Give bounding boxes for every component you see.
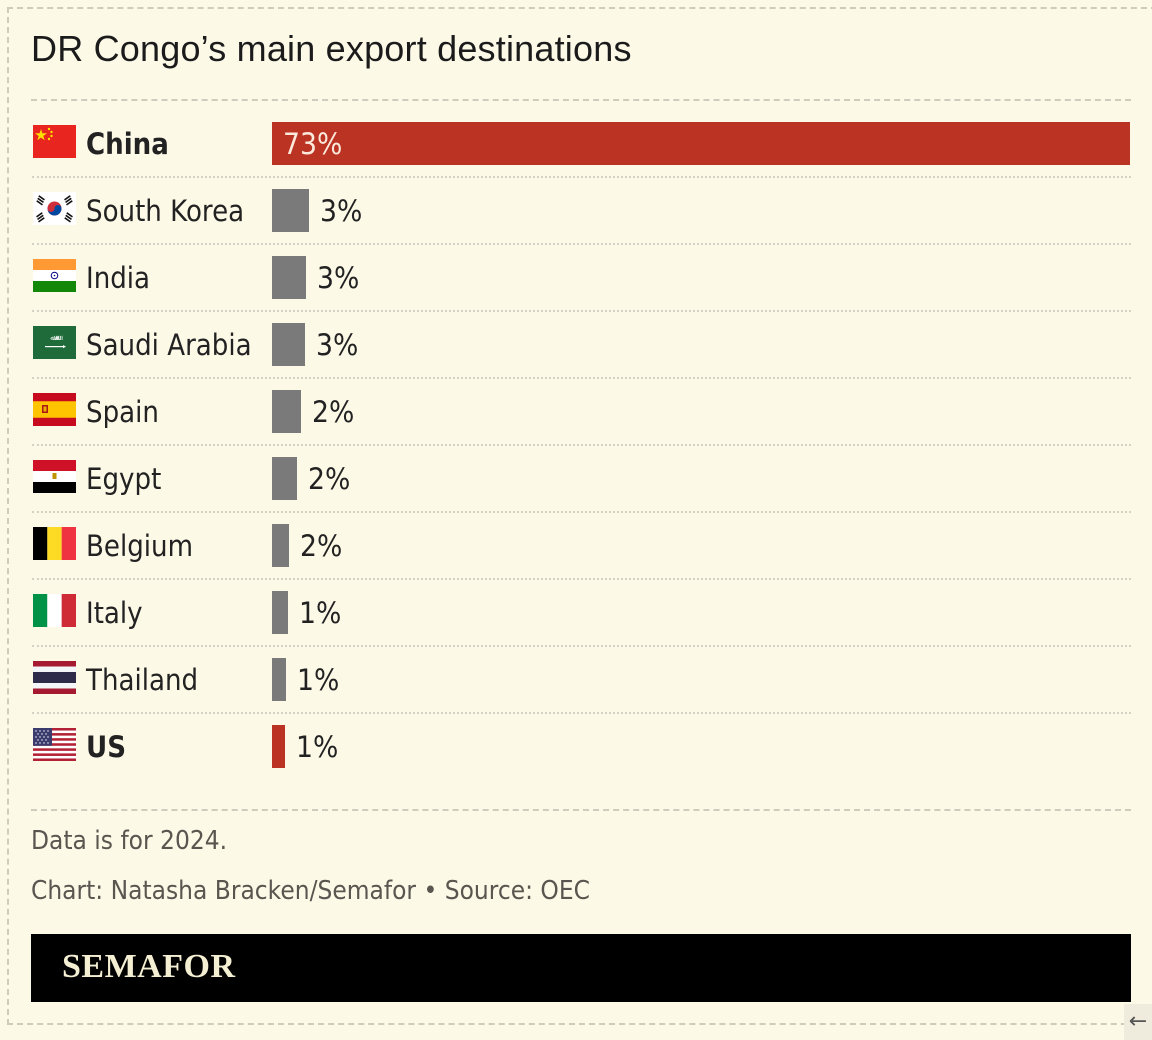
chart-frame [7,7,1152,1025]
bar [272,591,288,634]
row-separator [32,176,1131,178]
row-separator [32,511,1131,513]
bar-row: Belgium 2% [31,524,1131,591]
credit-line: Chart: Natasha Bracken/Semafor • Source:… [31,876,590,906]
bar-row: Italy 1% [31,591,1131,658]
country-label: Egypt [86,462,162,496]
bar-row: China 73% [31,122,1131,189]
value-label: 3% [316,328,359,362]
flag-belgium-icon [33,527,76,560]
chart-title: DR Congo’s main export destinations [31,28,632,69]
flag-italy-icon [33,594,76,627]
row-separator [32,645,1131,647]
bar-row: South Korea 3% [31,189,1131,256]
country-label: Spain [86,395,159,429]
country-label: India [86,261,151,295]
bar-row: Egypt 2% [31,457,1131,524]
country-label: Italy [86,596,143,630]
back-arrow-icon[interactable]: ← [1124,1004,1152,1040]
value-label: 1% [296,730,339,764]
bar [272,122,1130,165]
row-separator [32,578,1131,580]
flag-egypt-icon [33,460,76,493]
flag-us-icon [33,728,76,761]
country-label: Thailand [86,663,199,697]
country-label: South Korea [86,194,245,228]
bar-row: Spain 2% [31,390,1131,457]
title-divider [31,99,1131,101]
country-label: US [86,730,126,764]
bar [272,189,309,232]
semafor-logo: SEMAFOR [62,948,236,985]
row-separator [32,243,1131,245]
value-label: 2% [308,462,351,496]
bar-row: ﷲﷲ Saudi Arabia 3% [31,323,1131,390]
row-separator [32,310,1131,312]
flag-south-korea-icon [33,192,76,225]
bar-row: US 1% [31,725,1131,792]
bar [272,323,305,366]
value-label: 3% [317,261,360,295]
bar [272,256,306,299]
bar [272,457,297,500]
bar [272,658,286,701]
country-label: China [86,127,169,161]
bar [272,524,289,567]
flag-india-icon [33,259,76,292]
bar [272,725,285,768]
country-label: Saudi Arabia [86,328,252,362]
footer-divider [31,809,1131,811]
value-label: 1% [299,596,342,630]
brand-bar: SEMAFOR [31,934,1131,1002]
row-separator [32,444,1131,446]
value-label: 2% [312,395,355,429]
flag-spain-icon [33,393,76,426]
value-label: 1% [297,663,340,697]
value-label: 73% [283,127,343,161]
flag-saudi-arabia-icon: ﷲﷲ [33,326,76,359]
value-label: 3% [320,194,363,228]
country-label: Belgium [86,529,194,563]
data-note: Data is for 2024. [31,826,228,856]
value-label: 2% [300,529,343,563]
flag-thailand-icon [33,661,76,694]
bar-row: Thailand 1% [31,658,1131,725]
bar [272,390,301,433]
flag-china-icon [33,125,76,158]
bar-rows: China 73% South Korea 3% India 3% ﷲﷲ Saudi Arab… [31,122,1131,792]
svg-text:ﷲﷲ: ﷲﷲ [50,334,62,342]
row-separator [32,377,1131,379]
row-separator [32,712,1131,714]
bar-row: India 3% [31,256,1131,323]
